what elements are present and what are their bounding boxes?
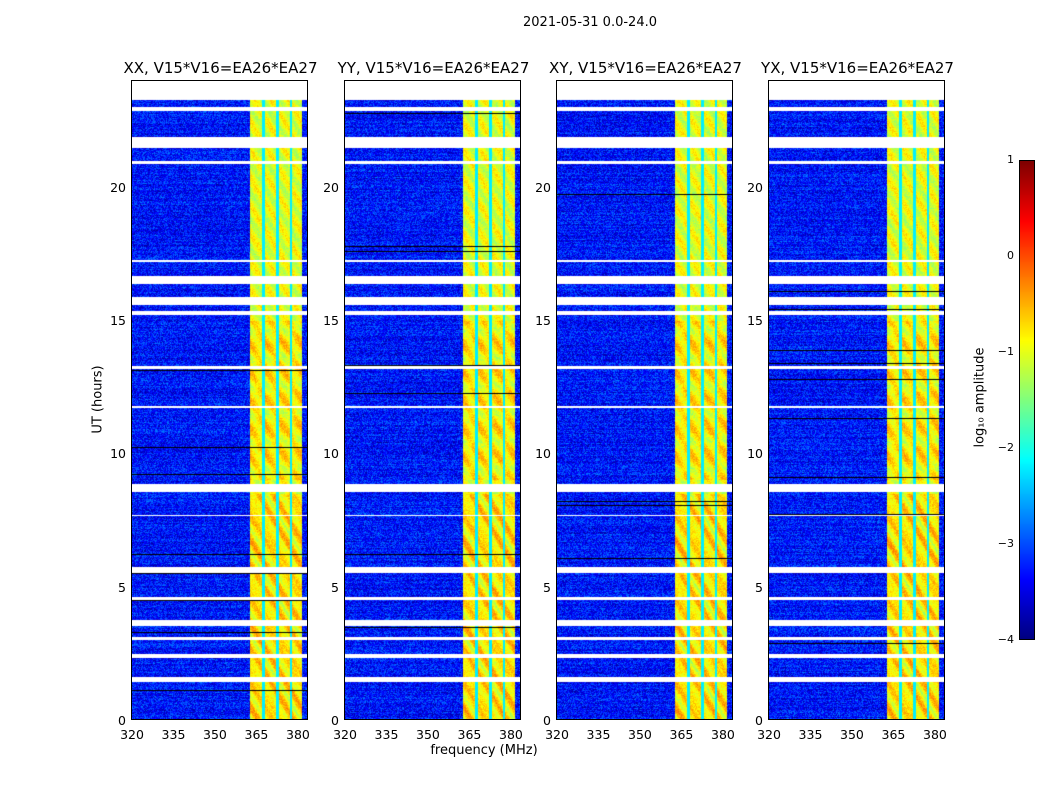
y-axis-label: UT (hours) [90,365,106,434]
heatmap-image [132,81,307,719]
panel-title: XY, V15*V16=EA26*EA27 [549,59,742,77]
y-tick-label: 0 [755,713,763,728]
colorbar-tick-label: −2 [997,441,1014,454]
x-tick-label: 380 [286,727,310,742]
y-tick-label: 10 [110,446,126,462]
y-tick-label: 20 [110,179,126,195]
waterfall-panel-1: YY, V15*V16=EA26*EA27 320 335 350 365 380 0 5 10… [323,59,529,742]
x-tick-label: 350 [416,727,440,742]
colorbar-tick-label: −1 [997,345,1014,358]
y-tick-label: 20 [323,179,339,195]
x-tick-label: 380 [923,727,947,742]
y-tick-label: 5 [118,579,126,595]
y-tick-label: 15 [323,313,339,328]
colorbar-label: log₁₀ amplitude [972,347,988,448]
x-axis-label: frequency (MHz) [430,743,538,758]
y-tick-label: 5 [331,579,339,595]
x-tick-label: 365 [244,727,269,742]
y-tick-label: 0 [543,713,551,728]
waterfall-panel-2: XY, V15*V16=EA26*EA27 320 335 350 365 380 0 5 10… [535,59,742,742]
y-tick-label: 15 [535,313,551,328]
panel-title: YX, V15*V16=EA26*EA27 [761,59,954,77]
y-tick-label: 5 [755,579,763,595]
heatmap-image [557,81,732,719]
x-tick-label: 365 [457,727,482,742]
x-tick-label: 335 [798,727,823,742]
panel-title: YY, V15*V16=EA26*EA27 [337,59,530,77]
heatmap-image [769,81,944,719]
x-tick-label: 335 [374,727,399,742]
x-tick-label: 365 [881,727,906,742]
x-tick-label: 320 [545,727,569,742]
y-tick-label: 15 [747,313,763,328]
y-tick-label: 20 [535,179,551,195]
y-tick-label: 10 [323,446,339,462]
y-tick-label: 10 [747,446,763,462]
y-tick-label: 5 [543,579,551,595]
x-tick-label: 380 [711,727,735,742]
colorbar-tick-label: −3 [997,537,1014,550]
x-tick-label: 320 [333,727,357,742]
colorbar [1019,160,1035,640]
x-tick-label: 320 [757,727,781,742]
x-tick-label: 335 [586,727,611,742]
x-tick-label: 380 [499,727,523,742]
y-tick-label: 0 [118,713,126,728]
y-tick-label: 20 [747,179,763,195]
colorbar-tick-label: 0 [1007,249,1014,262]
x-tick-label: 350 [203,727,227,742]
panel-title: XX, V15*V16=EA26*EA27 [123,59,318,77]
waterfall-panel-0: XX, V15*V16=EA26*EA27 320 335 350 365 380 0 5 10… [110,59,317,742]
x-tick-label: 320 [120,727,144,742]
x-tick-label: 335 [161,727,186,742]
y-tick-label: 15 [110,313,126,328]
x-tick-label: 350 [628,727,652,742]
y-tick-label: 10 [535,446,551,462]
waterfall-panel-3: YX, V15*V16=EA26*EA27 320 335 350 365 380 0 5 10… [747,59,954,742]
colorbar-tick-label: −4 [997,633,1014,646]
colorbar-tick-label: 1 [1007,153,1014,166]
x-tick-label: 350 [840,727,864,742]
heatmap-image [345,81,520,719]
y-tick-label: 0 [331,713,339,728]
x-tick-label: 365 [669,727,694,742]
figure-suptitle: 2021-05-31 0.0-24.0 [523,15,657,30]
